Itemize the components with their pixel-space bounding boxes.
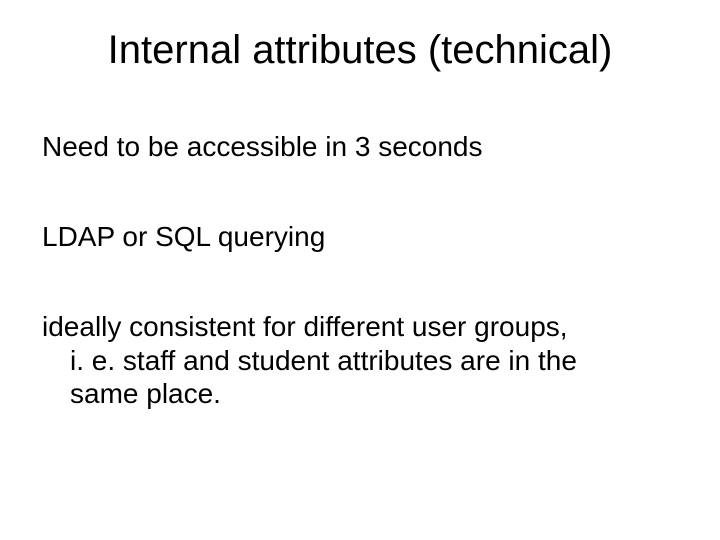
para-2-line-1: LDAP or SQL querying [42, 220, 678, 254]
para-3: ideally consistent for different user gr… [42, 310, 678, 411]
para-1-line-1: Need to be accessible in 3 seconds [42, 130, 678, 164]
para-3-line-2: i. e. staff and student attributes are i… [42, 344, 678, 378]
slide-title: Internal attributes (technical) [0, 28, 720, 73]
para-3-line-1: ideally consistent for different user gr… [42, 310, 678, 344]
para-3-line-3: same place. [42, 377, 678, 411]
para-1: Need to be accessible in 3 seconds [42, 130, 678, 164]
para-2: LDAP or SQL querying [42, 220, 678, 254]
slide: Internal attributes (technical) Need to … [0, 0, 720, 540]
